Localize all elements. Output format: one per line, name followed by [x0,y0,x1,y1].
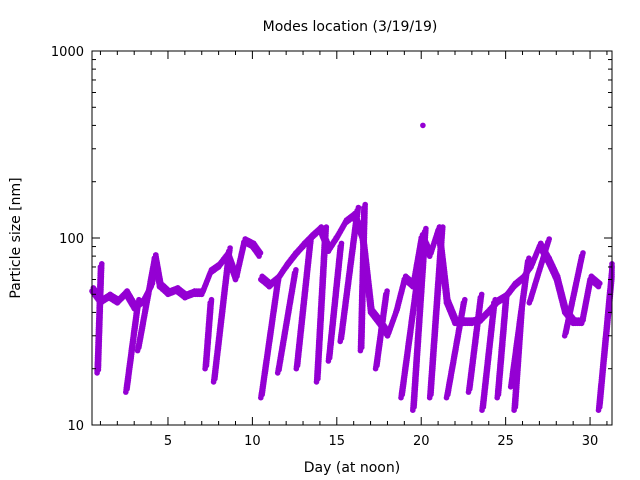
data-point [597,280,603,287]
y-tick-label: 1000 [51,45,84,60]
data-point [492,296,499,303]
data-point [355,204,362,211]
data-point [293,267,299,273]
data-point [276,273,282,280]
x-tick-label: 20 [413,434,430,449]
data-point [308,236,314,242]
data-point [526,255,532,261]
plot-frame [91,50,613,426]
data-point [546,236,552,242]
data-point [580,250,586,256]
x-tick-label: 30 [582,434,599,449]
data-point [519,306,525,313]
y-axis-label: Particle size [nm] [8,177,24,298]
data-point [338,240,345,247]
data-point [208,296,215,303]
data-point [257,250,264,256]
data-point [420,122,426,129]
data-point [478,291,485,298]
data-point [323,224,330,230]
axes: 5 10 15 20 25 30 10 100 1000 [51,45,612,449]
data-point [462,296,468,303]
x-tick-label: 25 [497,434,514,449]
data-point [384,288,390,294]
data-point [227,245,233,251]
data-points [89,122,615,414]
data-point [153,252,159,258]
x-tick-label: 5 [164,434,172,449]
data-point [136,296,142,303]
y-tick-label: 10 [67,419,84,434]
chart-title: Modes location (3/19/19) [263,19,438,35]
data-point [504,291,510,298]
data-point [440,224,446,230]
data-point [423,225,429,232]
data-point [99,261,105,267]
y-tick-label: 100 [59,232,84,247]
x-axis-label: Day (at noon) [304,460,400,476]
data-point [362,201,369,208]
x-tick-label: 10 [244,434,261,449]
x-tick-label: 15 [329,434,346,449]
